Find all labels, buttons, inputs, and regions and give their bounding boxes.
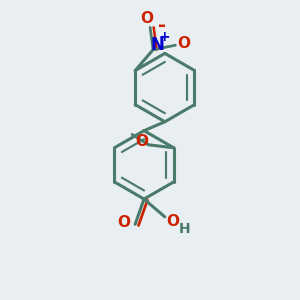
Text: +: +	[159, 30, 170, 44]
Text: -: -	[158, 16, 166, 35]
Text: O: O	[117, 215, 130, 230]
Text: O: O	[177, 36, 190, 51]
Text: O: O	[141, 11, 154, 26]
Text: O: O	[135, 134, 148, 149]
Text: O: O	[167, 214, 180, 229]
Text: H: H	[178, 222, 190, 236]
Text: N: N	[151, 36, 164, 54]
